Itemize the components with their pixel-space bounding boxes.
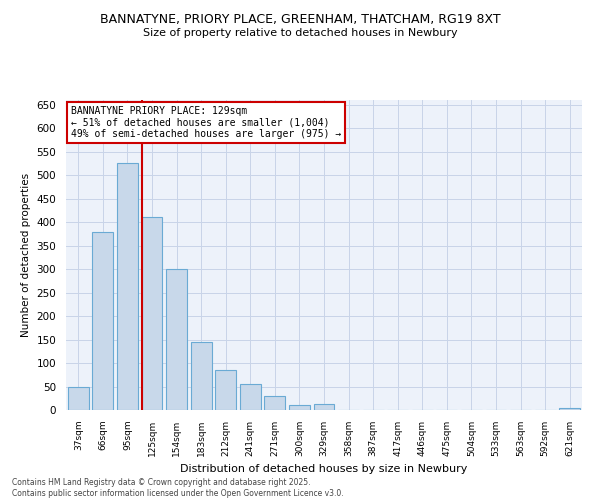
Bar	[117, 164, 138, 410]
Bar	[265, 396, 286, 410]
Text: Contains HM Land Registry data © Crown copyright and database right 2025.
Contai: Contains HM Land Registry data © Crown c…	[12, 478, 344, 498]
Bar	[68, 386, 89, 410]
Bar	[215, 370, 236, 410]
Bar	[559, 408, 580, 410]
Bar	[166, 269, 187, 410]
Y-axis label: Number of detached properties: Number of detached properties	[21, 173, 31, 337]
Text: BANNATYNE PRIORY PLACE: 129sqm
← 51% of detached houses are smaller (1,004)
49% : BANNATYNE PRIORY PLACE: 129sqm ← 51% of …	[71, 106, 341, 140]
Text: BANNATYNE, PRIORY PLACE, GREENHAM, THATCHAM, RG19 8XT: BANNATYNE, PRIORY PLACE, GREENHAM, THATC…	[100, 12, 500, 26]
Bar	[92, 232, 113, 410]
X-axis label: Distribution of detached houses by size in Newbury: Distribution of detached houses by size …	[181, 464, 467, 474]
Bar	[142, 218, 163, 410]
Text: Size of property relative to detached houses in Newbury: Size of property relative to detached ho…	[143, 28, 457, 38]
Bar	[191, 342, 212, 410]
Bar	[314, 404, 334, 410]
Bar	[240, 384, 261, 410]
Bar	[289, 406, 310, 410]
